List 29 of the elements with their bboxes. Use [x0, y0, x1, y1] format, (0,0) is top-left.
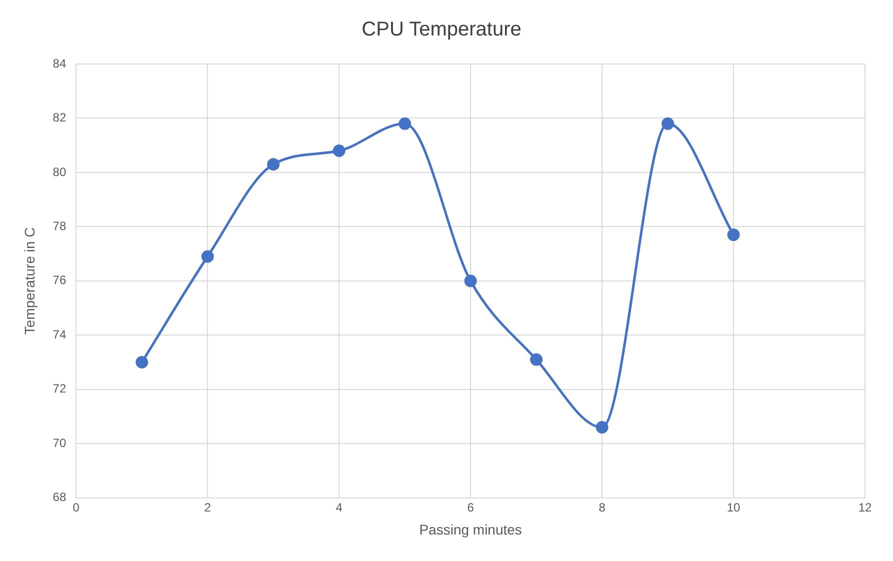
x-axis-title: Passing minutes [419, 521, 522, 538]
x-tick-label: 12 [858, 500, 872, 514]
point [136, 356, 148, 368]
point [201, 250, 214, 263]
x-tick-label: 6 [467, 500, 474, 514]
y-tick-label: 70 [52, 436, 66, 450]
y-tick-label: 78 [52, 218, 66, 233]
x-tick-label: 0 [72, 500, 80, 514]
point [332, 144, 346, 158]
point [662, 117, 674, 130]
point [530, 353, 543, 366]
point [596, 421, 608, 434]
x-tick-label: 8 [598, 500, 606, 514]
y-tick-label: 76 [52, 273, 66, 288]
x-tick-label: 10 [726, 500, 741, 514]
x-tick-label: 2 [204, 500, 212, 514]
y-axis-title: Temperature in C [21, 227, 38, 335]
y-tick-label: 80 [52, 164, 66, 179]
point [398, 117, 412, 130]
y-tick-label: 68 [52, 490, 66, 504]
chart-title: CPU Temperature [362, 18, 522, 41]
y-tick-label: 72 [52, 382, 66, 396]
y-tick-label: 84 [52, 56, 66, 70]
point [464, 274, 477, 288]
point [267, 158, 280, 171]
y-tick-label: 74 [52, 327, 66, 342]
point [727, 228, 740, 242]
y-tick-label: 82 [52, 110, 66, 125]
x-tick-label: 4 [336, 500, 343, 514]
